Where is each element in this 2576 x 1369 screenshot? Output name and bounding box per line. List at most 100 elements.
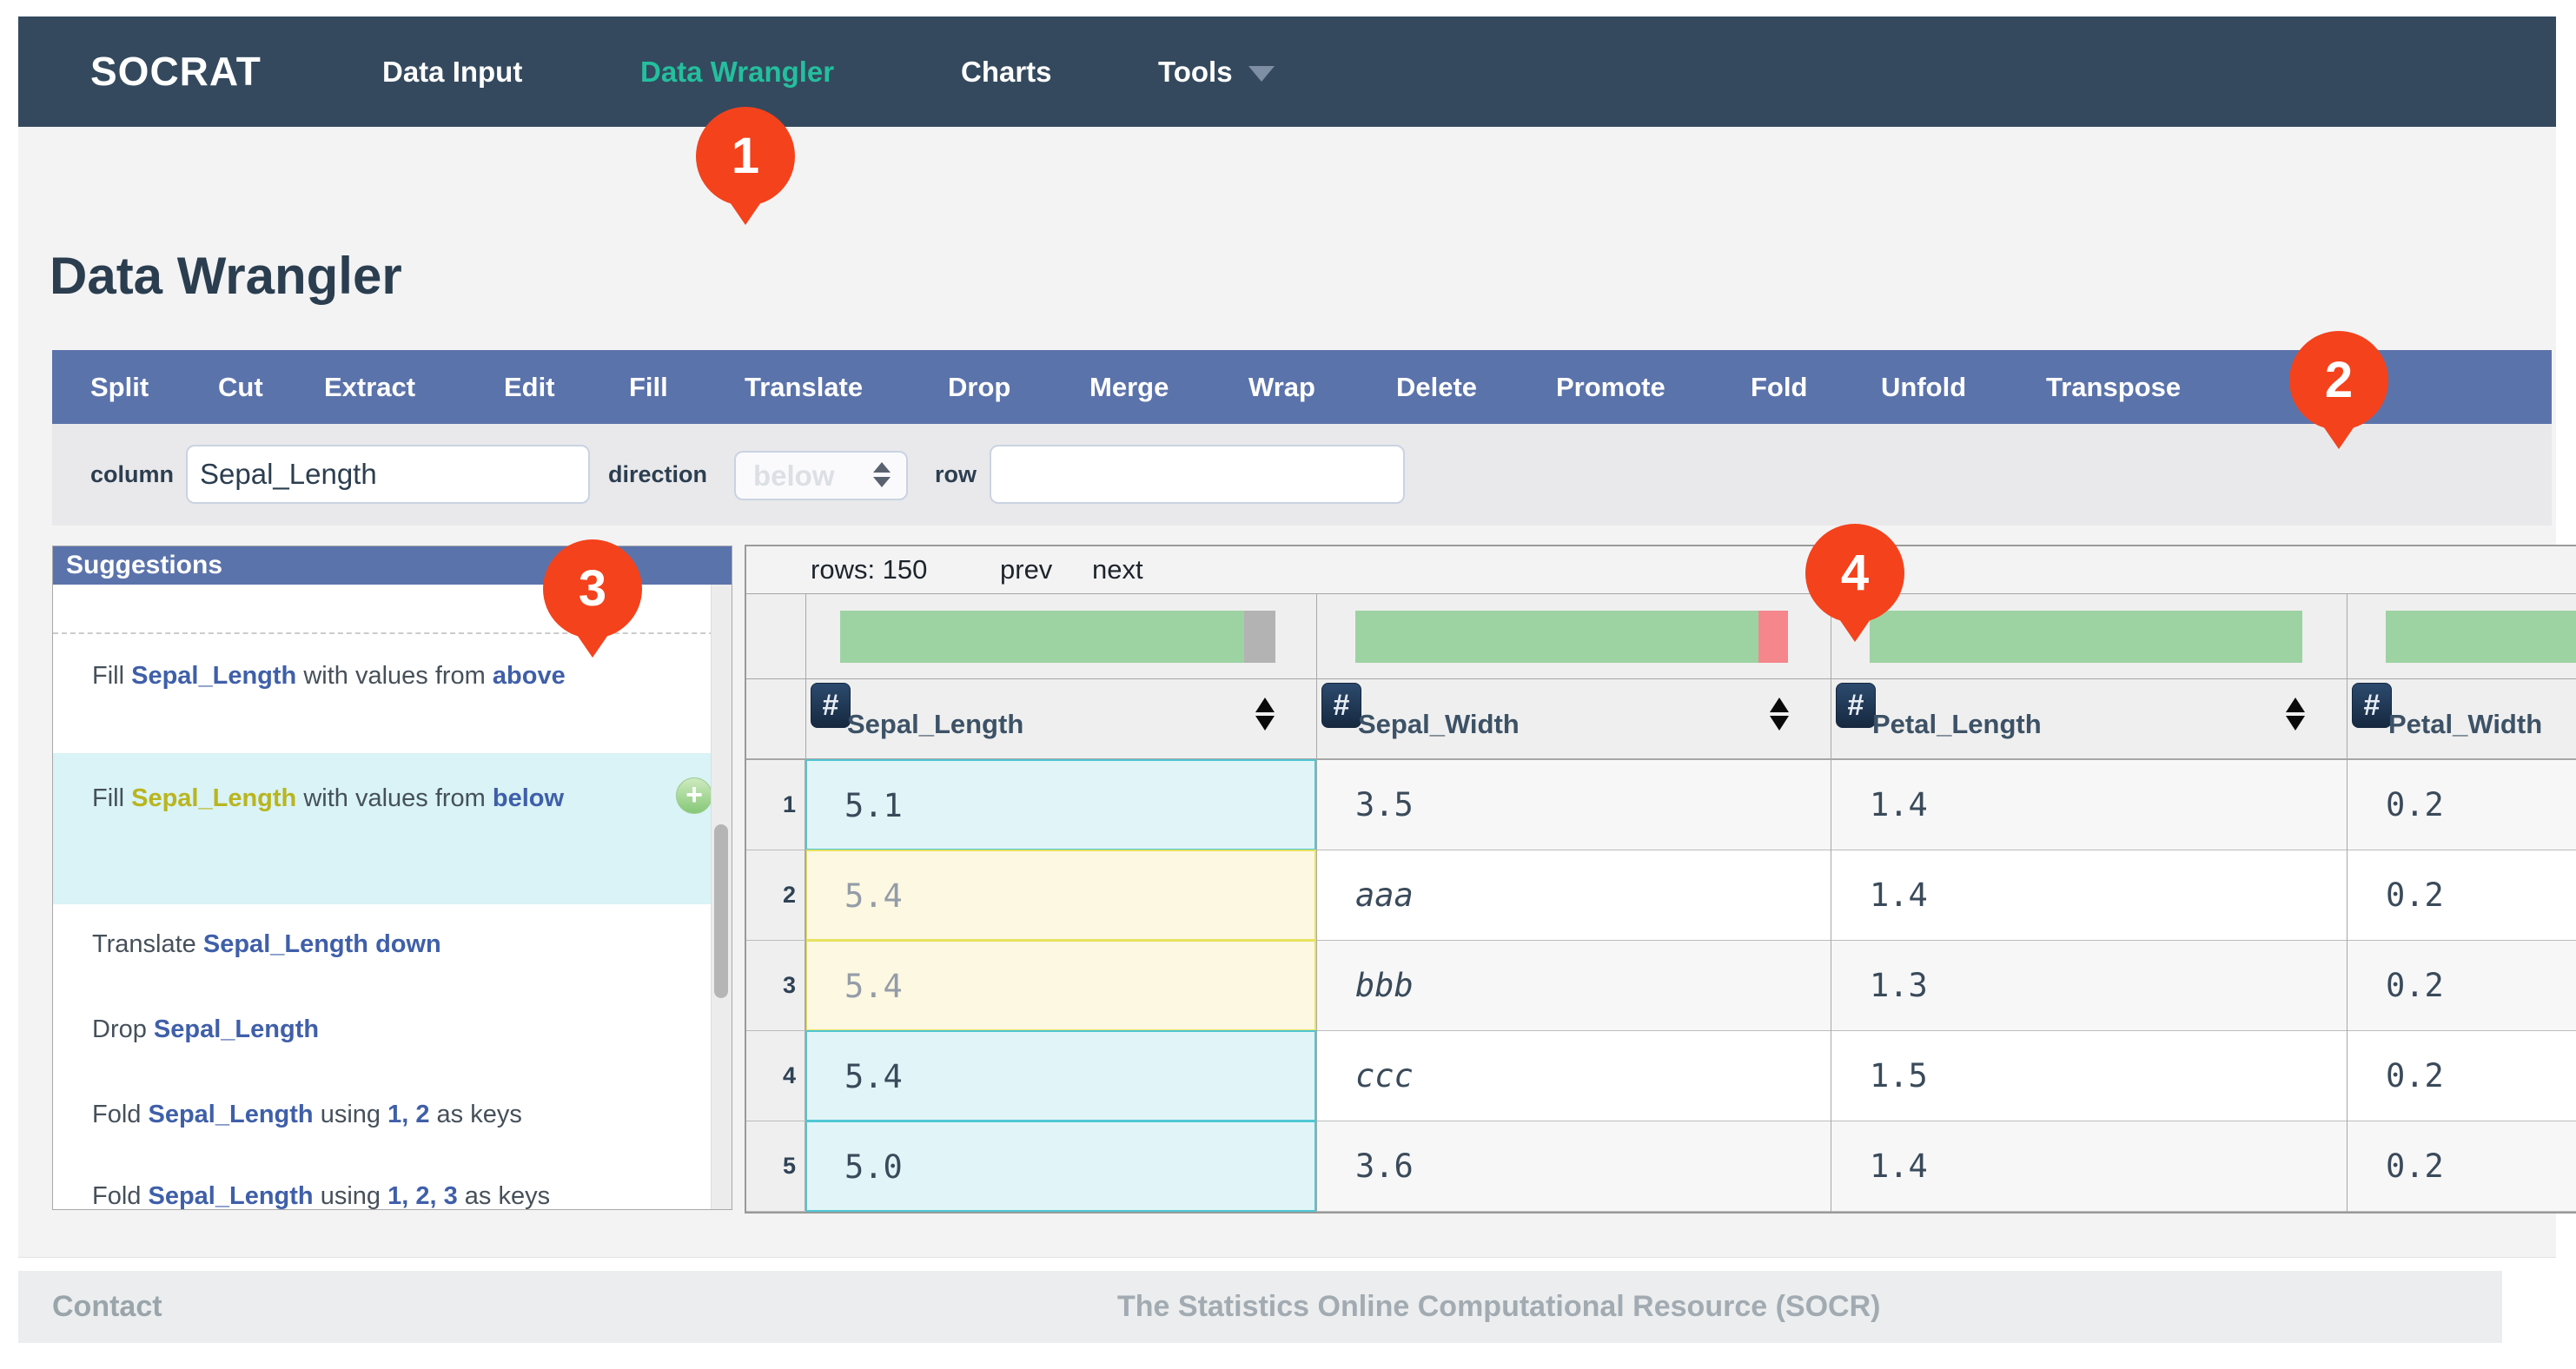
table-row: 1 5.1 3.5 1.4 0.2 [746,759,2576,850]
quality-bar-missing-segment [1244,611,1275,663]
cell-value[interactable]: ccc [1355,1057,1414,1095]
row-number[interactable]: 1 [746,760,805,850]
prev-page-link[interactable]: prev [1000,554,1053,585]
cell-value[interactable]: bbb [1355,967,1414,1004]
suggestion-item[interactable]: Drop Sepal_Length [53,989,732,1075]
highlighted-cell[interactable]: 5.4 [805,1030,1316,1121]
toolbar-item-merge[interactable]: Merge [1089,372,1169,402]
table-row: 4 5.4 ccc 1.5 0.2 [746,1030,2576,1121]
cell-value[interactable]: 0.2 [2386,876,2444,914]
cell-value[interactable]: 0.2 [2386,967,2444,1004]
direction-label: direction [608,461,708,487]
cell-value[interactable]: 1.4 [1870,1147,1928,1185]
next-page-link[interactable]: next [1092,554,1143,585]
row-label: row [935,461,977,487]
nav-item-tools[interactable]: Tools [1158,17,1275,127]
cell-value: 5.1 [844,787,903,824]
toolbar-item-edit[interactable]: Edit [504,372,555,402]
toolbar-item-split[interactable]: Split [90,372,149,402]
suggestion-item[interactable]: Fill Sepal_Length with values from above [53,632,732,755]
column-quality-bar [2386,611,2576,663]
toolbar-item-cut[interactable]: Cut [218,372,263,402]
highlighted-cell[interactable]: 5.0 [805,1121,1316,1212]
footer-contact-link[interactable]: Contact [52,1290,162,1323]
cell-value[interactable]: 1.3 [1870,967,1928,1004]
table-row: 2 5.4 aaa 1.4 0.2 [746,850,2576,941]
column-quality-bar [1355,611,1788,663]
direction-select-value: below [753,460,835,492]
sort-arrows-icon[interactable] [2286,698,2305,731]
column-header-petal_width[interactable]: Petal_Width [2388,709,2543,739]
nav-item-charts[interactable]: Charts [961,56,1052,88]
annotation-badge-3: 3 [543,539,642,658]
row-number[interactable]: 5 [746,1121,805,1211]
column-border-line [2347,593,2348,1212]
numeric-type-icon: # [2352,683,2392,728]
cell-value[interactable]: 1.4 [1870,786,1928,823]
cell-value[interactable]: 3.6 [1355,1147,1414,1185]
numeric-type-icon: # [1321,683,1361,728]
select-stepper-icon [873,462,891,487]
grid-meta-bar: rows: 150 prev next [746,546,2576,593]
row-input[interactable] [990,445,1405,504]
cell-value[interactable]: 3.5 [1355,786,1414,823]
toolbar-item-delete[interactable]: Delete [1396,372,1478,402]
column-header-sepal_length[interactable]: Sepal_Length [847,709,1024,739]
suggestion-item[interactable]: Fold Sepal_Length using 1, 2, 3 as keys [53,1160,732,1209]
row-number[interactable]: 2 [746,850,805,940]
cell-value[interactable]: aaa [1355,876,1414,914]
cell-value: 5.4 [844,968,903,1005]
direction-select[interactable]: below [734,451,908,500]
cell-value[interactable]: 1.4 [1870,876,1928,914]
toolbar-item-drop[interactable]: Drop [948,372,1011,402]
cell-value[interactable]: 0.2 [2386,1147,2444,1185]
toolbar-item-unfold[interactable]: Unfold [1881,372,1967,402]
toolbar-item-fold[interactable]: Fold [1751,372,1808,402]
nav-item-data-wrangler[interactable]: Data Wrangler [640,56,835,88]
cell-value: 5.4 [844,1058,903,1095]
column-border-line [1316,593,1317,1212]
nav-tools-label: Tools [1158,56,1233,88]
top-navbar: SOCRAT Data Input Data Wrangler Charts T… [18,17,2556,127]
rows-count-label: rows: 150 [811,554,928,585]
column-border-line [805,593,806,1212]
row-number[interactable]: 3 [746,941,805,1030]
table-row: 5 5.0 3.6 1.4 0.2 [746,1121,2576,1212]
column-quality-bar [840,611,1275,663]
column-header-row: # Sepal_Length # Sepal_Width # Petal_Length # P… [746,678,2576,760]
suggestion-item[interactable]: Translate Sepal_Length down [53,904,732,989]
column-header-petal_length[interactable]: Petal_Length [1872,709,2042,739]
column-header-sepal_width[interactable]: Sepal_Width [1358,709,1520,739]
data-grid: rows: 150 prev next # Sepal_Length # Sepal_… [745,545,2576,1214]
quality-bar-valid-segment [1870,611,2302,663]
brand-logo[interactable]: SOCRAT [90,49,262,94]
toolbar-item-translate[interactable]: Translate [745,372,864,402]
nav-item-data-input[interactable]: Data Input [382,56,523,88]
quality-bar-valid-segment [840,611,1244,663]
highlighted-cell[interactable]: 5.4 [805,940,1316,1031]
suggestions-scrollbar-thumb[interactable] [714,824,728,998]
sort-arrows-icon[interactable] [1770,698,1789,731]
toolbar-item-fill[interactable]: Fill [629,372,668,402]
cell-value[interactable]: 0.2 [2386,1057,2444,1095]
suggestions-header-label: Suggestions [66,551,223,579]
column-input[interactable] [186,445,590,504]
suggestion-item[interactable]: Fold Sepal_Length using 1, 2 as keys [53,1075,732,1160]
cell-value[interactable]: 0.2 [2386,786,2444,823]
row-number[interactable]: 4 [746,1031,805,1121]
sort-arrows-icon[interactable] [1255,698,1275,731]
column-quality-bar [1870,611,2302,663]
toolbar-item-extract[interactable]: Extract [324,372,416,402]
toolbar-item-wrap[interactable]: Wrap [1248,372,1315,402]
highlighted-cell[interactable]: 5.4 [805,850,1316,941]
highlighted-cell[interactable]: 5.1 [805,759,1316,850]
add-suggestion-button[interactable]: + [676,777,712,814]
footer-socr-title: The Statistics Online Computational Reso… [1117,1290,1881,1323]
toolbar-item-transpose[interactable]: Transpose [2046,372,2182,402]
cell-value: 5.0 [844,1148,903,1186]
suggestion-item[interactable]: Fill Sepal_Length with values from below… [53,753,732,904]
cell-value[interactable]: 1.5 [1870,1057,1928,1095]
annotation-badge-4: 4 [1805,524,1904,642]
annotation-badge-1: 1 [696,107,795,225]
toolbar-item-promote[interactable]: Promote [1556,372,1665,402]
